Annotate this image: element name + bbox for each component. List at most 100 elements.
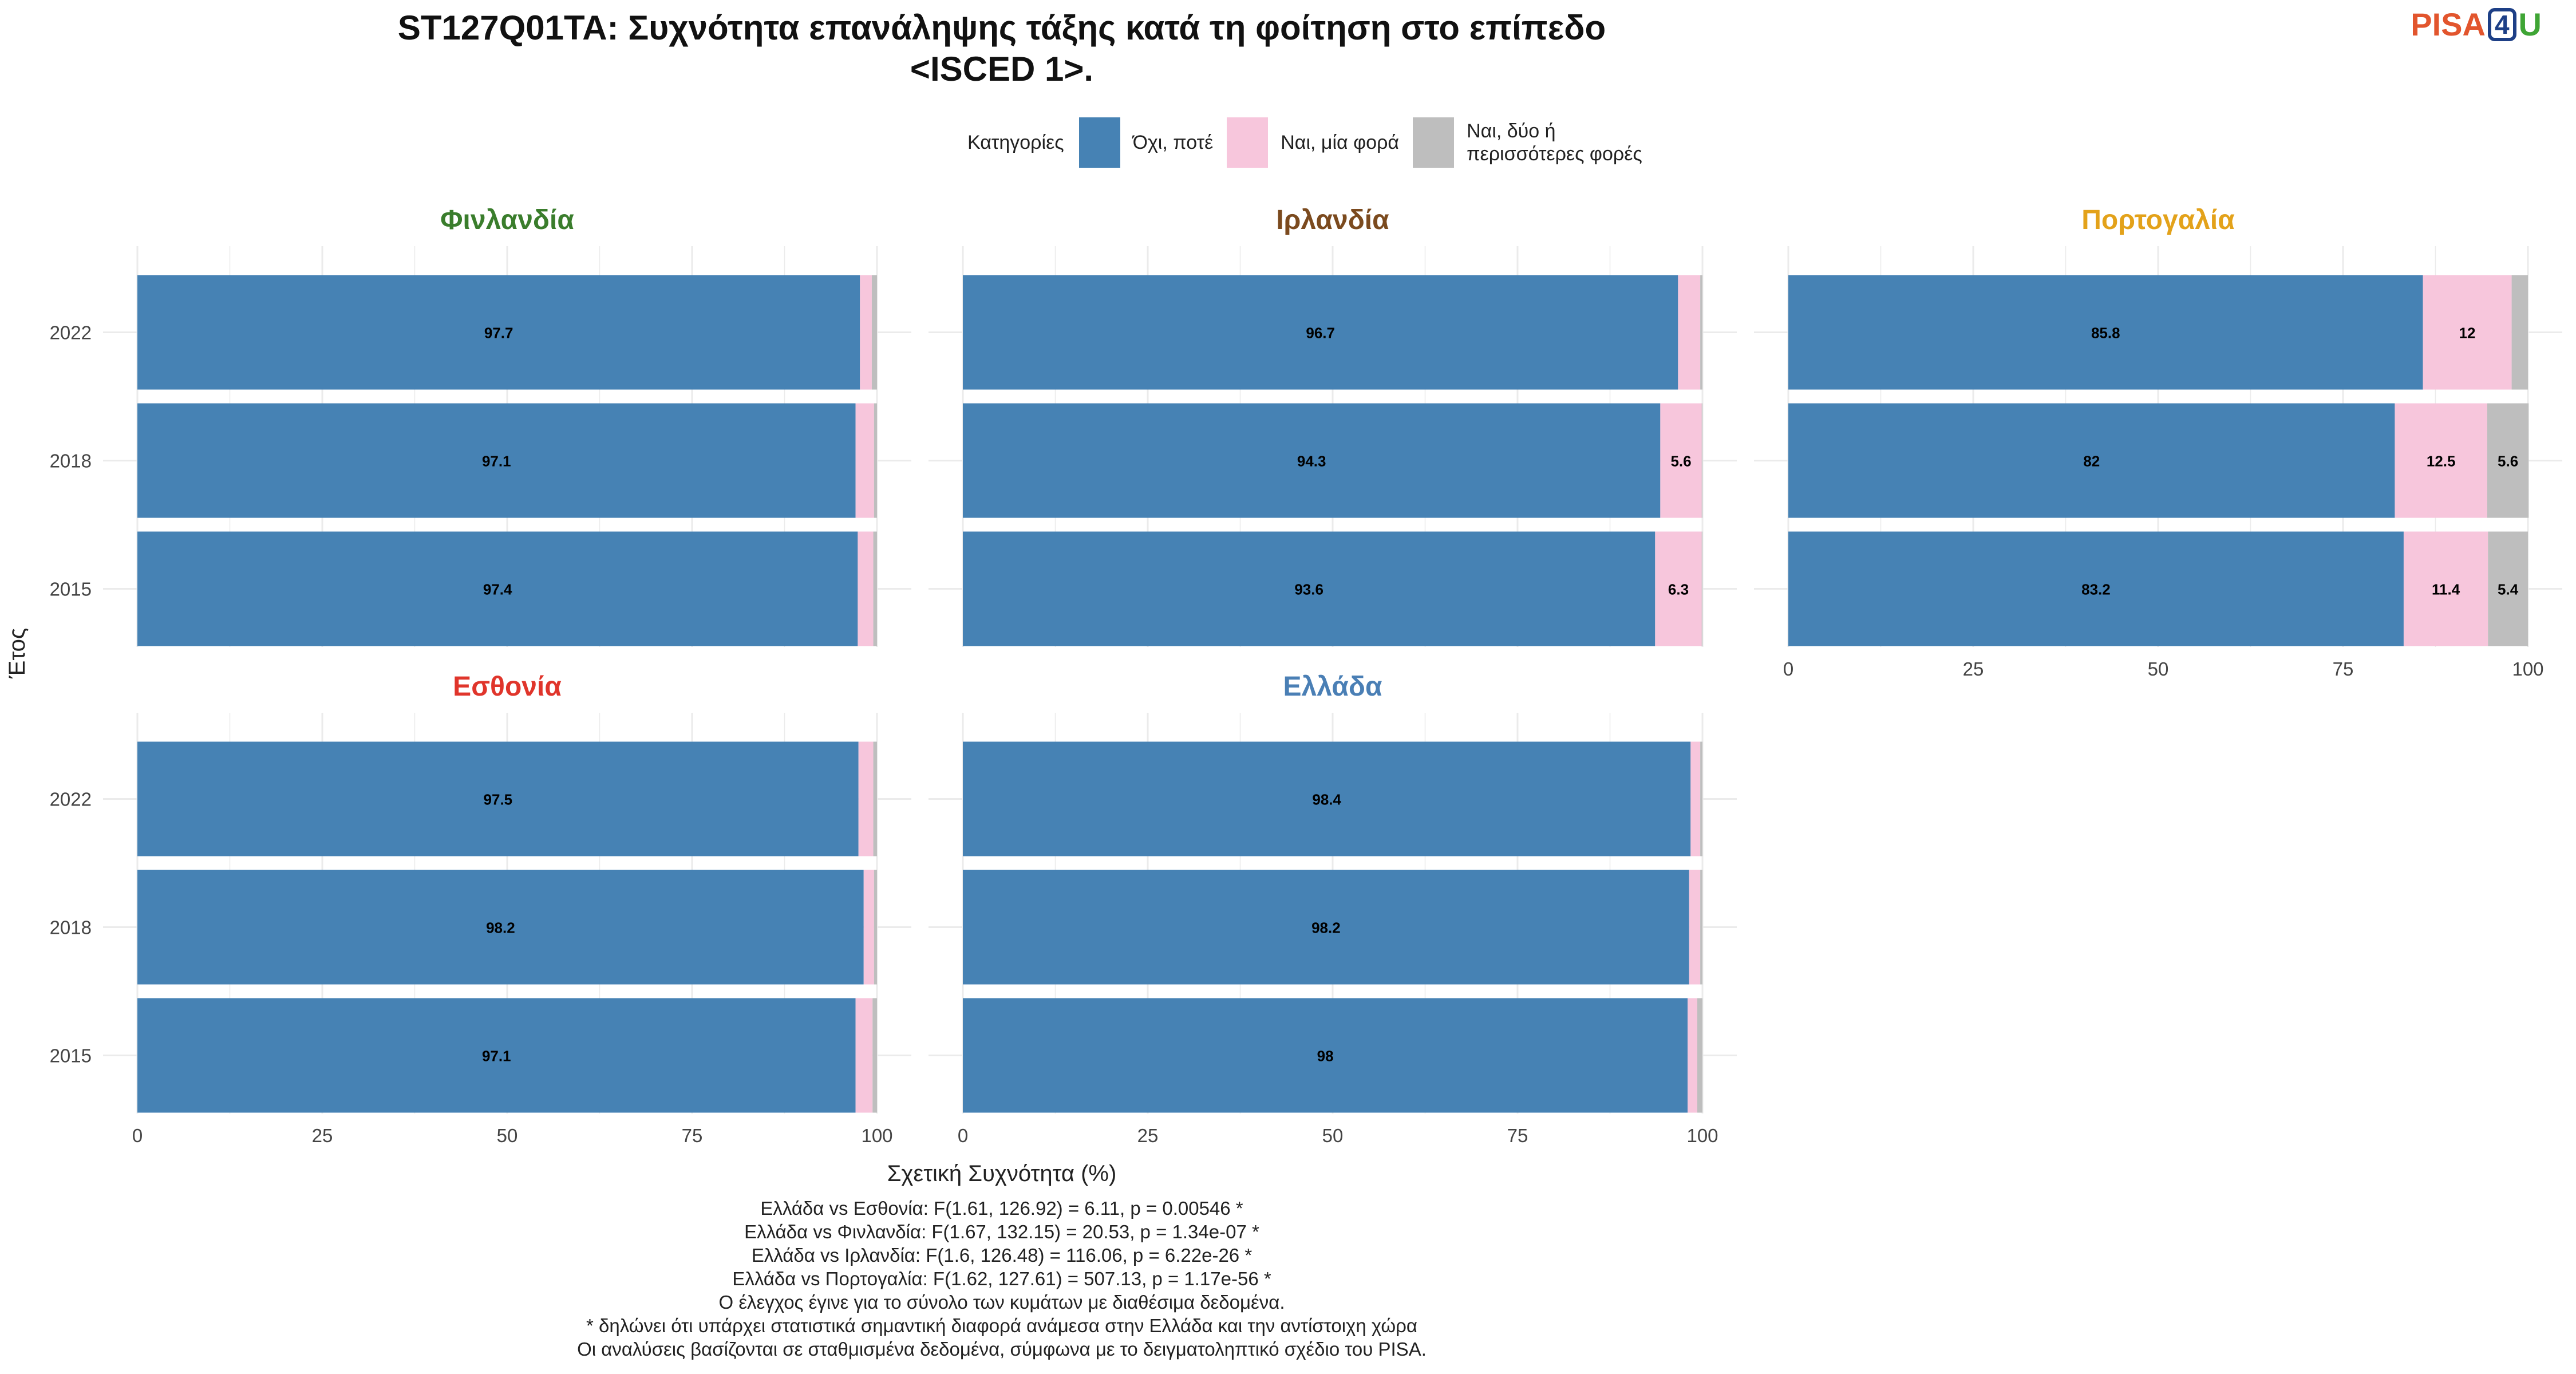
legend-title: Κατηγορίες (967, 131, 1064, 153)
bar-segment (963, 531, 1656, 646)
caption-line: * δηλώνει ότι υπάρχει στατιστικά σημαντι… (586, 1315, 1417, 1336)
data-label: 98.2 (1311, 919, 1341, 937)
legend-label-once: Ναι, μία φορά (1281, 131, 1400, 153)
data-label: 93.6 (1294, 581, 1323, 598)
legend-swatch-twice (1413, 117, 1455, 168)
bar-segment (2488, 531, 2528, 646)
bar-segment (1655, 531, 1702, 646)
y-tick-label: 2018 (50, 917, 92, 938)
data-label: 11.4 (2432, 581, 2460, 598)
bar-segment (1678, 275, 1701, 390)
data-label: 85.8 (2091, 325, 2120, 342)
panel-title: Εσθονία (453, 672, 562, 702)
bar-segment (1690, 741, 1701, 856)
bar-segment (1688, 998, 1697, 1113)
bar-segment (2395, 403, 2487, 518)
x-tick-label: 75 (682, 1125, 703, 1146)
panel-1: Ιρλανδία 96.7 94.3 5.6 93.6 6.3 (929, 205, 1737, 647)
data-label: 83.2 (2081, 581, 2111, 598)
data-label: 97.7 (484, 325, 513, 342)
data-label: 97.5 (484, 791, 513, 808)
legend-swatch-once (1227, 117, 1269, 168)
panel-title: Ελλάδα (1283, 672, 1382, 702)
x-tick-label: 100 (1686, 1125, 1718, 1146)
data-label: 97.4 (483, 581, 512, 598)
caption-line: Ελλάδα vs Φινλανδία: F(1.67, 132.15) = 2… (744, 1221, 1259, 1242)
chart-title-line2: <ISCED 1>. (910, 50, 1094, 88)
bar-segment (1788, 403, 2395, 518)
x-tick-label: 50 (2148, 658, 2169, 680)
bar-segment (137, 531, 858, 646)
data-label: 5.6 (1670, 453, 1691, 470)
caption-line: Ελλάδα vs Εσθονία: F(1.61, 126.92) = 6.1… (760, 1198, 1243, 1219)
bar-segment (137, 403, 856, 518)
chart-title-line1: ST127Q01TA: Συχνότητα επανάληψης τάξης κ… (397, 9, 1606, 47)
bar-segment (874, 403, 877, 518)
bar-segment (137, 741, 859, 856)
bar-segment (873, 531, 877, 646)
y-tick-label: 2022 (50, 789, 92, 810)
logo-pisa-text: PISA (2411, 6, 2486, 42)
bar-segment (2423, 275, 2512, 390)
bar-segment (863, 870, 874, 985)
y-tick-label: 2015 (50, 1045, 92, 1067)
bar-segment (137, 275, 860, 390)
panel-title: Ιρλανδία (1276, 205, 1389, 235)
bar-segment (871, 275, 877, 390)
legend-swatch-never (1078, 117, 1120, 168)
legend: Κατηγορίες Όχι, ποτέ Ναι, μία φορά Ναι, … (967, 117, 1656, 168)
data-label: 12 (2459, 325, 2476, 342)
bar-segment (860, 275, 872, 390)
y-tick-label: 2022 (50, 322, 92, 344)
bar-segment (855, 403, 874, 518)
bar-segment (1788, 275, 2423, 390)
bar-segment (963, 275, 1678, 390)
bar-segment (1700, 870, 1702, 985)
bar-segment (1700, 275, 1702, 390)
bar-segment (2487, 403, 2529, 518)
bar-segment (858, 531, 874, 646)
data-label: 98.4 (1312, 791, 1341, 808)
panel-4: Ελλάδα 98.4 98.2 98 0 25 50 75 100 (929, 672, 1737, 1146)
bar-segment (1689, 870, 1701, 985)
bar-segment (137, 998, 856, 1113)
x-tick-label: 75 (1507, 1125, 1528, 1146)
x-tick-label: 25 (1137, 1125, 1159, 1146)
pisa4u-logo: PISA 4 U (2411, 6, 2542, 43)
bar-segment (1788, 531, 2404, 646)
x-tick-label: 75 (2333, 658, 2354, 680)
data-label: 6.3 (1668, 581, 1689, 598)
logo-four-text: 4 (2487, 7, 2516, 41)
panel-2: Πορτογαλία 85.8 12 82 12.5 5.6 83.2 11.4 5.4 0 25 5… (1754, 205, 2562, 680)
x-tick-label: 100 (861, 1125, 892, 1146)
x-tick-label: 0 (1783, 658, 1793, 680)
legend-label-twice-line2: περισσότερες φορές (1467, 143, 1642, 165)
bar-segment (872, 998, 877, 1113)
panel-0: Φινλανδία 97.7 2022 97.1 2018 97.4 2015 (50, 205, 911, 647)
data-label: 5.6 (2498, 453, 2518, 470)
caption-line: Ελλάδα vs Ιρλανδία: F(1.6, 126.48) = 116… (751, 1245, 1253, 1266)
legend-item-twice: Ναι, δύο ή περισσότερες φορές (1413, 117, 1642, 168)
data-label: 82 (2083, 453, 2100, 470)
bar-segment (2511, 275, 2528, 390)
bar-segment (963, 403, 1661, 518)
data-label: 97.1 (482, 1048, 511, 1065)
data-label: 97.1 (482, 453, 511, 470)
panel-3: Εσθονία 97.5 2022 98.2 2018 97.1 2015 0 25 50 75 10… (50, 672, 911, 1146)
y-tick-label: 2015 (50, 579, 92, 600)
bar-segment (1700, 741, 1702, 856)
bar-segment (137, 870, 864, 985)
caption-line: Οι αναλύσεις βασίζονται σε σταθμισμένα δ… (577, 1339, 1427, 1360)
bar-segment (1697, 998, 1702, 1113)
data-label: 98.2 (486, 919, 515, 937)
data-label: 12.5 (2427, 453, 2456, 470)
bar-segment (874, 870, 877, 985)
bar-segment (873, 741, 877, 856)
x-tick-label: 25 (1963, 658, 1984, 680)
bar-segment (858, 741, 874, 856)
x-tick-label: 50 (497, 1125, 518, 1146)
bar-segment (855, 998, 873, 1113)
data-label: 96.7 (1306, 325, 1335, 342)
x-tick-label: 100 (2512, 658, 2543, 680)
x-tick-label: 25 (312, 1125, 333, 1146)
